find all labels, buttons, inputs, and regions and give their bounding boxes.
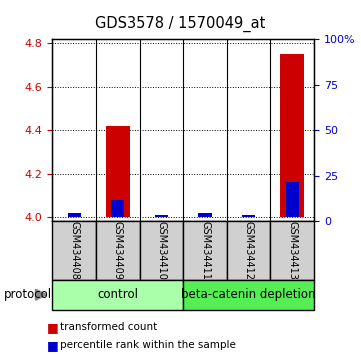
Text: ■: ■ [47,321,59,334]
Text: GSM434410: GSM434410 [156,221,166,280]
Bar [96,221,140,280]
Text: transformed count: transformed count [60,322,157,332]
Text: GSM434408: GSM434408 [69,221,79,280]
Text: GSM434412: GSM434412 [244,221,254,280]
Bar [155,215,168,217]
Bar [111,200,124,217]
Bar [286,182,299,217]
Text: GDS3578 / 1570049_at: GDS3578 / 1570049_at [95,16,266,32]
Bar [270,221,314,280]
Bar [140,221,183,280]
Bar [52,221,96,280]
Text: GSM434409: GSM434409 [113,221,123,280]
Bar [280,54,304,217]
Text: ■: ■ [47,339,59,352]
Bar [106,126,130,217]
Text: beta-catenin depletion: beta-catenin depletion [181,288,316,301]
Bar [52,280,183,310]
Bar [68,212,81,217]
Text: GSM434411: GSM434411 [200,221,210,280]
Bar [199,212,212,217]
Bar [183,221,227,280]
Text: percentile rank within the sample: percentile rank within the sample [60,340,235,350]
Text: control: control [97,288,138,301]
Text: GSM434413: GSM434413 [287,221,297,280]
Text: protocol: protocol [4,288,52,301]
Bar [227,221,270,280]
Bar [183,280,314,310]
Bar [242,215,255,217]
